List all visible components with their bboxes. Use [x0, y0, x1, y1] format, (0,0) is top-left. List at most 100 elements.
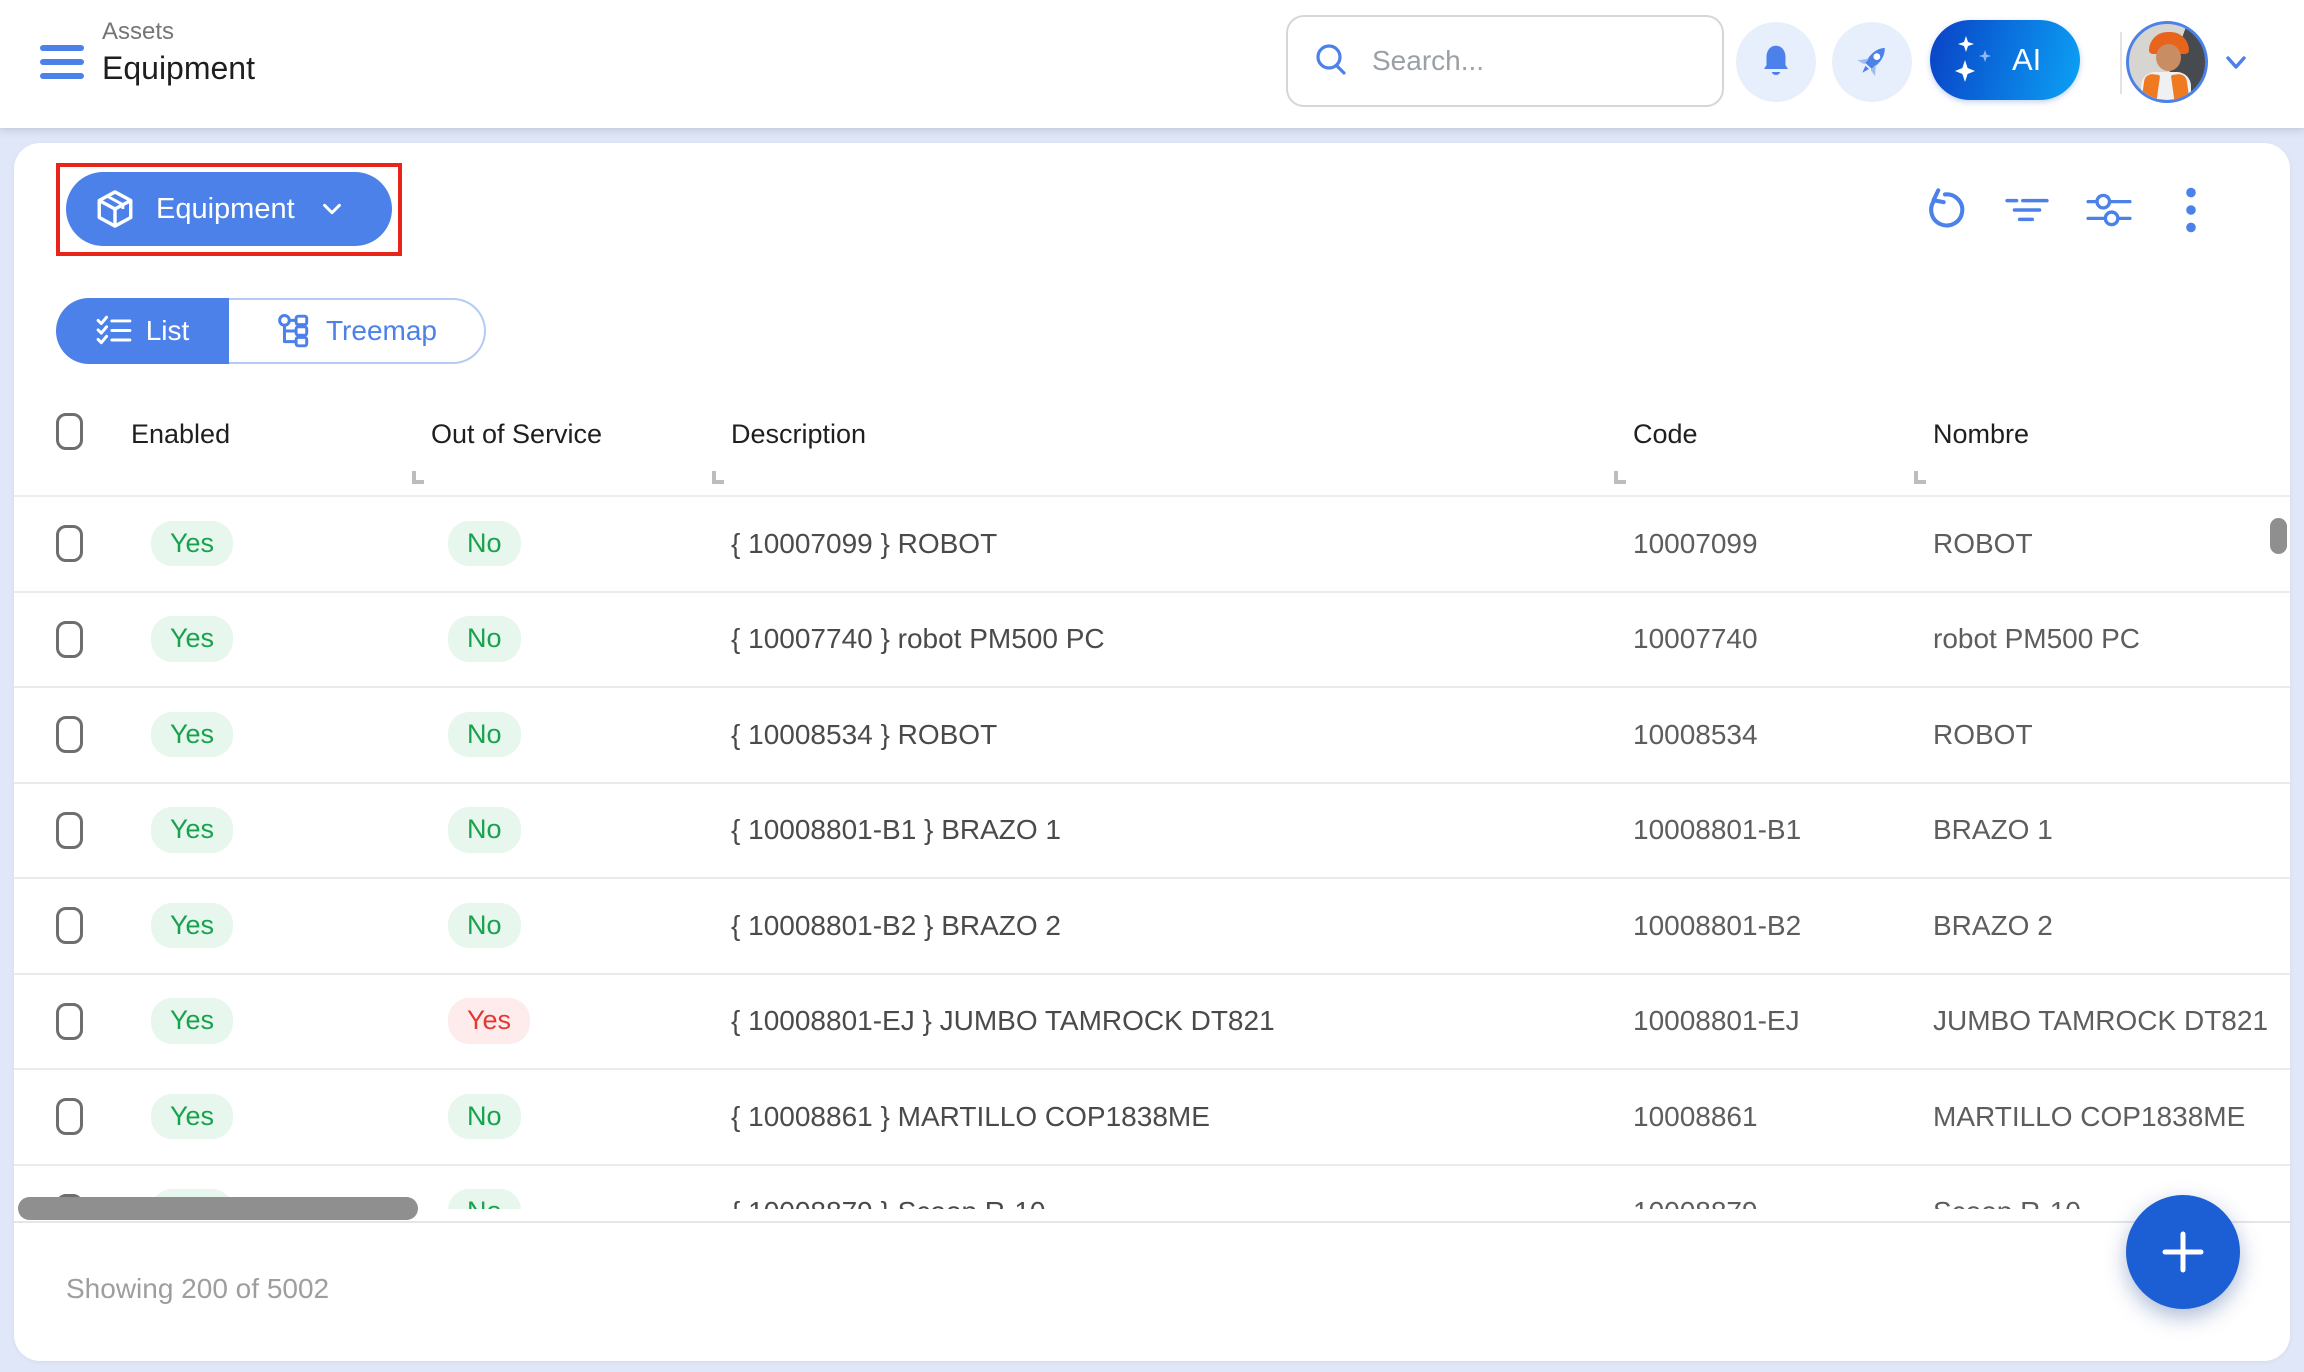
table-row[interactable]: Yes No { 10008801-B2 } BRAZO 2 10008801-…	[14, 879, 2290, 975]
whats-new-button[interactable]	[1832, 22, 1912, 102]
row-checkbox[interactable]	[56, 716, 83, 753]
nombre-cell: JUMBO TAMROCK DT821	[1933, 1005, 2269, 1036]
column-resize-handle[interactable]	[712, 471, 724, 484]
column-header-description[interactable]: Description	[731, 419, 867, 449]
description-cell: { 10008801-B1 } BRAZO 1	[731, 814, 1061, 845]
row-checkbox[interactable]	[56, 811, 83, 849]
code-cell: 10008801-B2	[1633, 909, 1802, 941]
highlight-red-outline	[56, 163, 402, 256]
hamburger-menu-icon[interactable]	[40, 45, 84, 83]
code-cell: 10008801-EJ	[1633, 1005, 1800, 1036]
nombre-cell: ROBOT	[1933, 527, 2033, 559]
content-card: Equipment	[14, 143, 2290, 1361]
enabled-badge: Yes	[151, 807, 234, 853]
description-cell: { 10008801-B2 } BRAZO 2	[731, 909, 1061, 941]
row-checkbox[interactable]	[56, 620, 83, 658]
description-cell: { 10008801-EJ } JUMBO TAMROCK DT821	[731, 1005, 1275, 1036]
treemap-icon	[278, 314, 309, 348]
breadcrumb: Assets Equipment	[102, 18, 255, 87]
module-selector-button[interactable]: Equipment	[66, 172, 392, 246]
kebab-menu-icon	[2186, 187, 2196, 233]
module-selector-label: Equipment	[156, 192, 295, 225]
description-cell: { 10008534 } ROBOT	[731, 718, 998, 750]
row-checkbox[interactable]	[56, 907, 83, 944]
user-avatar[interactable]	[2126, 21, 2208, 103]
column-header-code[interactable]: Code	[1633, 419, 1698, 449]
select-all-checkbox[interactable]	[56, 413, 83, 450]
column-header-out-of-service[interactable]: Out of Service	[431, 419, 603, 449]
enabled-badge: Yes	[151, 616, 234, 662]
nombre-cell: ROBOT	[1933, 718, 2033, 750]
out-of-service-badge: No	[448, 902, 521, 949]
search-input[interactable]	[1370, 44, 1684, 78]
code-cell: 10008861	[1633, 1100, 1758, 1132]
refresh-button[interactable]	[1922, 187, 1968, 233]
table-actions	[1922, 187, 2214, 233]
display-settings-button[interactable]	[2086, 187, 2132, 233]
column-header-nombre[interactable]: Nombre	[1933, 419, 2030, 449]
rocket-icon	[1857, 47, 1885, 77]
row-checkbox[interactable]	[56, 525, 83, 562]
search-icon	[1316, 44, 1346, 75]
nombre-cell: BRAZO 1	[1933, 814, 2053, 845]
view-toggle: List Treemap	[56, 298, 486, 364]
column-resize-handle[interactable]	[412, 471, 424, 484]
enabled-badge: Yes	[151, 711, 234, 758]
out-of-service-badge: No	[448, 1189, 521, 1209]
description-cell: { 10007740 } robot PM500 PC	[731, 623, 1105, 654]
table-bottom-divider	[14, 1221, 2290, 1223]
checklist-icon	[96, 315, 132, 345]
ai-assistant-button[interactable]: AI	[1930, 20, 2080, 100]
tab-list-label: List	[145, 315, 190, 346]
table-row[interactable]: Yes No { 10007740 } robot PM500 PC 10007…	[14, 593, 2290, 688]
table-row[interactable]: Yes No { 10007099 } ROBOT 10007099 ROBOT	[14, 497, 2290, 593]
tab-list-view[interactable]: List	[56, 298, 229, 364]
out-of-service-badge: No	[448, 616, 521, 662]
sparkle-icon	[1955, 36, 1991, 82]
code-cell: 10008534	[1633, 718, 1758, 750]
description-cell: { 10008879 } Scoop R-10	[731, 1166, 1045, 1209]
sliders-icon	[2086, 193, 2132, 227]
column-resize-handle[interactable]	[1614, 471, 1626, 484]
out-of-service-badge: No	[448, 807, 521, 853]
code-cell: 10008879	[1633, 1166, 1758, 1209]
profile-chevron-down-icon[interactable]	[2222, 48, 2250, 76]
column-resize-handle[interactable]	[1914, 471, 1926, 484]
nombre-cell: robot PM500 PC	[1933, 623, 2140, 654]
code-cell: 10008801-B1	[1633, 814, 1802, 845]
table-row[interactable]: Yes Yes { 10008801-EJ } JUMBO TAMROCK DT…	[14, 975, 2290, 1070]
top-bar: Assets Equipment	[0, 0, 2304, 128]
page-title: Equipment	[102, 49, 255, 86]
vertical-scrollbar-thumb[interactable]	[2270, 518, 2287, 554]
avatar-face	[2156, 44, 2181, 71]
enabled-badge: Yes	[151, 1093, 234, 1140]
row-count-summary: Showing 200 of 5002	[66, 1273, 330, 1304]
table-row[interactable]: Yes No { 10008534 } ROBOT 10008534 ROBOT	[14, 688, 2290, 784]
code-cell: 10007740	[1633, 623, 1758, 654]
filter-icon	[2005, 198, 2049, 222]
search-box[interactable]	[1286, 15, 1724, 107]
description-cell: { 10008861 } MARTILLO COP1838ME	[731, 1100, 1210, 1132]
plus-icon	[2162, 1231, 2204, 1273]
filter-button[interactable]	[2004, 187, 2050, 233]
notifications-button[interactable]	[1736, 22, 1816, 102]
table-row[interactable]: Yes No { 10008861 } MARTILLO COP1838ME 1…	[14, 1070, 2290, 1166]
nombre-cell: Scoop R-10	[1933, 1166, 2081, 1209]
column-header-enabled[interactable]: Enabled	[131, 419, 231, 449]
row-checkbox[interactable]	[56, 1098, 83, 1135]
table-row[interactable]: Yes No { 10008801-B1 } BRAZO 1 10008801-…	[14, 784, 2290, 879]
add-asset-button[interactable]	[2126, 1195, 2240, 1309]
out-of-service-badge: No	[448, 520, 521, 567]
out-of-service-badge: Yes	[448, 998, 531, 1044]
tab-treemap-view[interactable]: Treemap	[229, 298, 486, 364]
table-header-divider	[14, 495, 2290, 497]
row-checkbox[interactable]	[56, 1002, 83, 1040]
more-options-button[interactable]	[2168, 187, 2214, 233]
out-of-service-badge: No	[448, 711, 521, 758]
description-cell: { 10007099 } ROBOT	[731, 527, 998, 559]
ai-button-label: AI	[2012, 42, 2042, 77]
out-of-service-badge: No	[448, 1093, 521, 1140]
horizontal-scrollbar-thumb[interactable]	[18, 1197, 418, 1220]
enabled-badge: Yes	[151, 520, 234, 567]
